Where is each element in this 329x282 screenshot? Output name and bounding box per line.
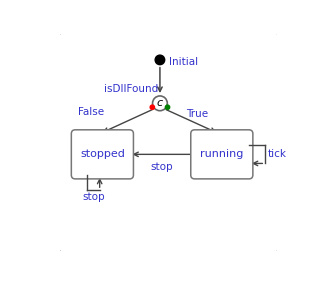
- FancyBboxPatch shape: [58, 32, 279, 253]
- Text: stop: stop: [151, 162, 173, 172]
- Text: stop: stop: [82, 192, 105, 202]
- Text: tick: tick: [268, 149, 287, 159]
- Circle shape: [155, 55, 165, 65]
- Text: True: True: [186, 109, 208, 119]
- Text: Initial: Initial: [169, 57, 198, 67]
- Text: False: False: [78, 107, 104, 117]
- Circle shape: [150, 105, 155, 109]
- Text: c: c: [157, 98, 163, 108]
- FancyBboxPatch shape: [71, 130, 134, 179]
- Text: running: running: [200, 149, 243, 159]
- Text: isDllFound: isDllFound: [104, 83, 158, 94]
- Text: stopped: stopped: [80, 149, 125, 159]
- Circle shape: [165, 105, 170, 109]
- Circle shape: [153, 96, 167, 111]
- FancyBboxPatch shape: [191, 130, 253, 179]
